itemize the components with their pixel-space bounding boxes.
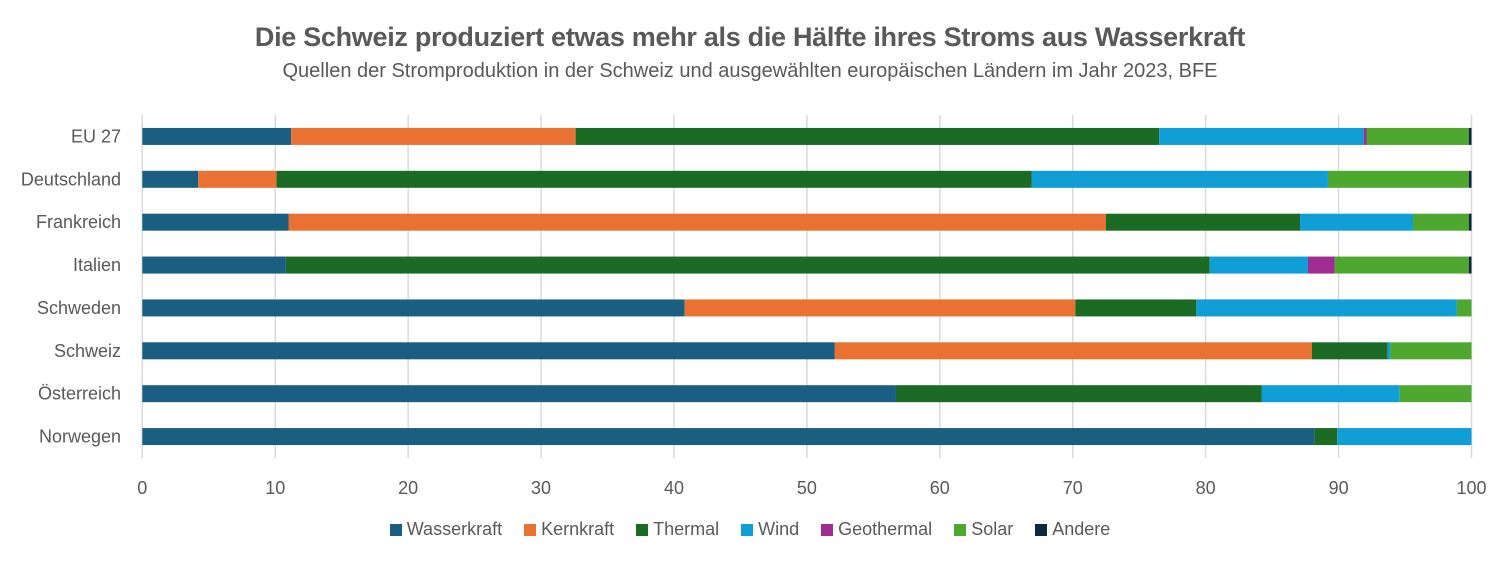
legend-swatch bbox=[524, 523, 537, 536]
bars bbox=[142, 127, 1472, 446]
bar-segment-solar bbox=[1327, 170, 1469, 188]
x-tick-label: 80 bbox=[1196, 478, 1216, 498]
bar-segment-andere bbox=[1468, 127, 1472, 145]
bar-segment-wasserkraft bbox=[142, 299, 685, 317]
bar-segment-geothermal bbox=[1363, 127, 1367, 145]
bar-segment-wasserkraft bbox=[142, 213, 289, 231]
bar-segment-geothermal bbox=[1308, 256, 1335, 274]
category-label: Schweden bbox=[37, 298, 121, 318]
category-label: Frankreich bbox=[36, 212, 121, 232]
legend-item: Andere bbox=[1035, 519, 1110, 540]
bar-segment-andere bbox=[1468, 213, 1472, 231]
category-label: Italien bbox=[73, 255, 121, 275]
legend-label: Wasserkraft bbox=[406, 519, 503, 539]
bar-segment-wind bbox=[1031, 170, 1328, 188]
bar-segment-wasserkraft bbox=[142, 256, 286, 274]
bar-segment-wasserkraft bbox=[142, 385, 896, 403]
gridlines bbox=[141, 115, 1473, 458]
legend-item: Solar bbox=[954, 519, 1013, 540]
bar-segment-thermal bbox=[1314, 428, 1338, 446]
bar-segment-wind bbox=[1337, 428, 1472, 446]
bar-segment-wasserkraft bbox=[142, 428, 1315, 446]
bar-segment-kernkraft bbox=[684, 299, 1076, 317]
legend-item: Wasserkraft bbox=[389, 519, 503, 540]
bar-segment-thermal bbox=[1075, 299, 1197, 317]
legend-item: Thermal bbox=[636, 519, 719, 540]
x-tick-label: 20 bbox=[398, 478, 418, 498]
x-tick-label: 30 bbox=[531, 478, 551, 498]
legend-swatch bbox=[1035, 523, 1048, 536]
bar-segment-wind bbox=[1387, 342, 1391, 360]
bar-segment-thermal bbox=[895, 385, 1262, 403]
legend-swatch bbox=[821, 523, 834, 536]
bar-segment-solar bbox=[1390, 342, 1472, 360]
x-tick-labels: 0 10 20 30 40 50 60 70 80 90 100 bbox=[137, 478, 1486, 498]
x-tick-label: 100 bbox=[1456, 478, 1486, 498]
bar-segment-solar bbox=[1413, 213, 1469, 231]
bar-segment-solar bbox=[1399, 385, 1472, 403]
legend-item: Geothermal bbox=[821, 519, 932, 540]
bar-segment-thermal bbox=[1311, 342, 1388, 360]
bar-segment-wind bbox=[1196, 299, 1457, 317]
legend-label: Andere bbox=[1052, 519, 1111, 539]
x-tick-label: 40 bbox=[664, 478, 684, 498]
bar-segment-kernkraft bbox=[198, 170, 277, 188]
bar-segment-wasserkraft bbox=[142, 127, 292, 145]
legend-swatch bbox=[636, 523, 649, 536]
x-tick-label: 60 bbox=[930, 478, 950, 498]
bar-segment-wind bbox=[1159, 127, 1364, 145]
category-labels: EU 27 Deutschland Frankreich Italien Schwede… bbox=[21, 126, 121, 446]
legend-label: Kernkraft bbox=[541, 519, 615, 539]
x-tick-label: 70 bbox=[1063, 478, 1083, 498]
bar-segment-kernkraft bbox=[291, 127, 576, 145]
category-label: EU 27 bbox=[71, 126, 121, 146]
bar-segment-andere bbox=[1468, 256, 1472, 274]
bar-segment-thermal bbox=[575, 127, 1160, 145]
legend-swatch bbox=[741, 523, 754, 536]
bar-segment-thermal bbox=[276, 170, 1032, 188]
legend-label: Solar bbox=[971, 519, 1014, 539]
chart-subtitle: Quellen der Stromproduktion in der Schwe… bbox=[282, 60, 1218, 82]
category-label: Schweiz bbox=[54, 341, 121, 361]
x-tick-label: 90 bbox=[1329, 478, 1349, 498]
bar-segment-solar bbox=[1456, 299, 1472, 317]
bar-segment-wasserkraft bbox=[142, 170, 199, 188]
chart-title: Die Schweiz produziert etwas mehr als di… bbox=[254, 22, 1246, 52]
x-tick-label: 0 bbox=[137, 478, 147, 498]
bar-segment-solar bbox=[1334, 256, 1469, 274]
category-label: Österreich bbox=[38, 384, 121, 404]
bar-segment-kernkraft bbox=[834, 342, 1312, 360]
bar-segment-thermal bbox=[1105, 213, 1301, 231]
legend-swatch bbox=[389, 523, 402, 536]
category-label: Norwegen bbox=[39, 427, 121, 447]
bar-segment-solar bbox=[1366, 127, 1469, 145]
category-label: Deutschland bbox=[21, 169, 121, 189]
bar-segment-andere bbox=[1468, 170, 1472, 188]
bar-segment-wind bbox=[1261, 385, 1400, 403]
legend-item: Wind bbox=[741, 519, 799, 540]
bar-segment-wind bbox=[1209, 256, 1309, 274]
legend-label: Thermal bbox=[653, 519, 720, 539]
bar-segment-kernkraft bbox=[288, 213, 1106, 231]
legend-label: Wind bbox=[758, 519, 800, 539]
bar-segment-wind bbox=[1300, 213, 1414, 231]
bar-segment-thermal bbox=[285, 256, 1210, 274]
x-tick-label: 50 bbox=[797, 478, 817, 498]
legend-label: Geothermal bbox=[838, 519, 933, 539]
x-tick-label: 10 bbox=[265, 478, 285, 498]
legend: Wasserkraft Kernkraft Thermal Wind Geotherma… bbox=[0, 519, 1500, 540]
bar-segment-wasserkraft bbox=[142, 342, 835, 360]
legend-item: Kernkraft bbox=[524, 519, 614, 540]
legend-swatch bbox=[954, 523, 967, 536]
